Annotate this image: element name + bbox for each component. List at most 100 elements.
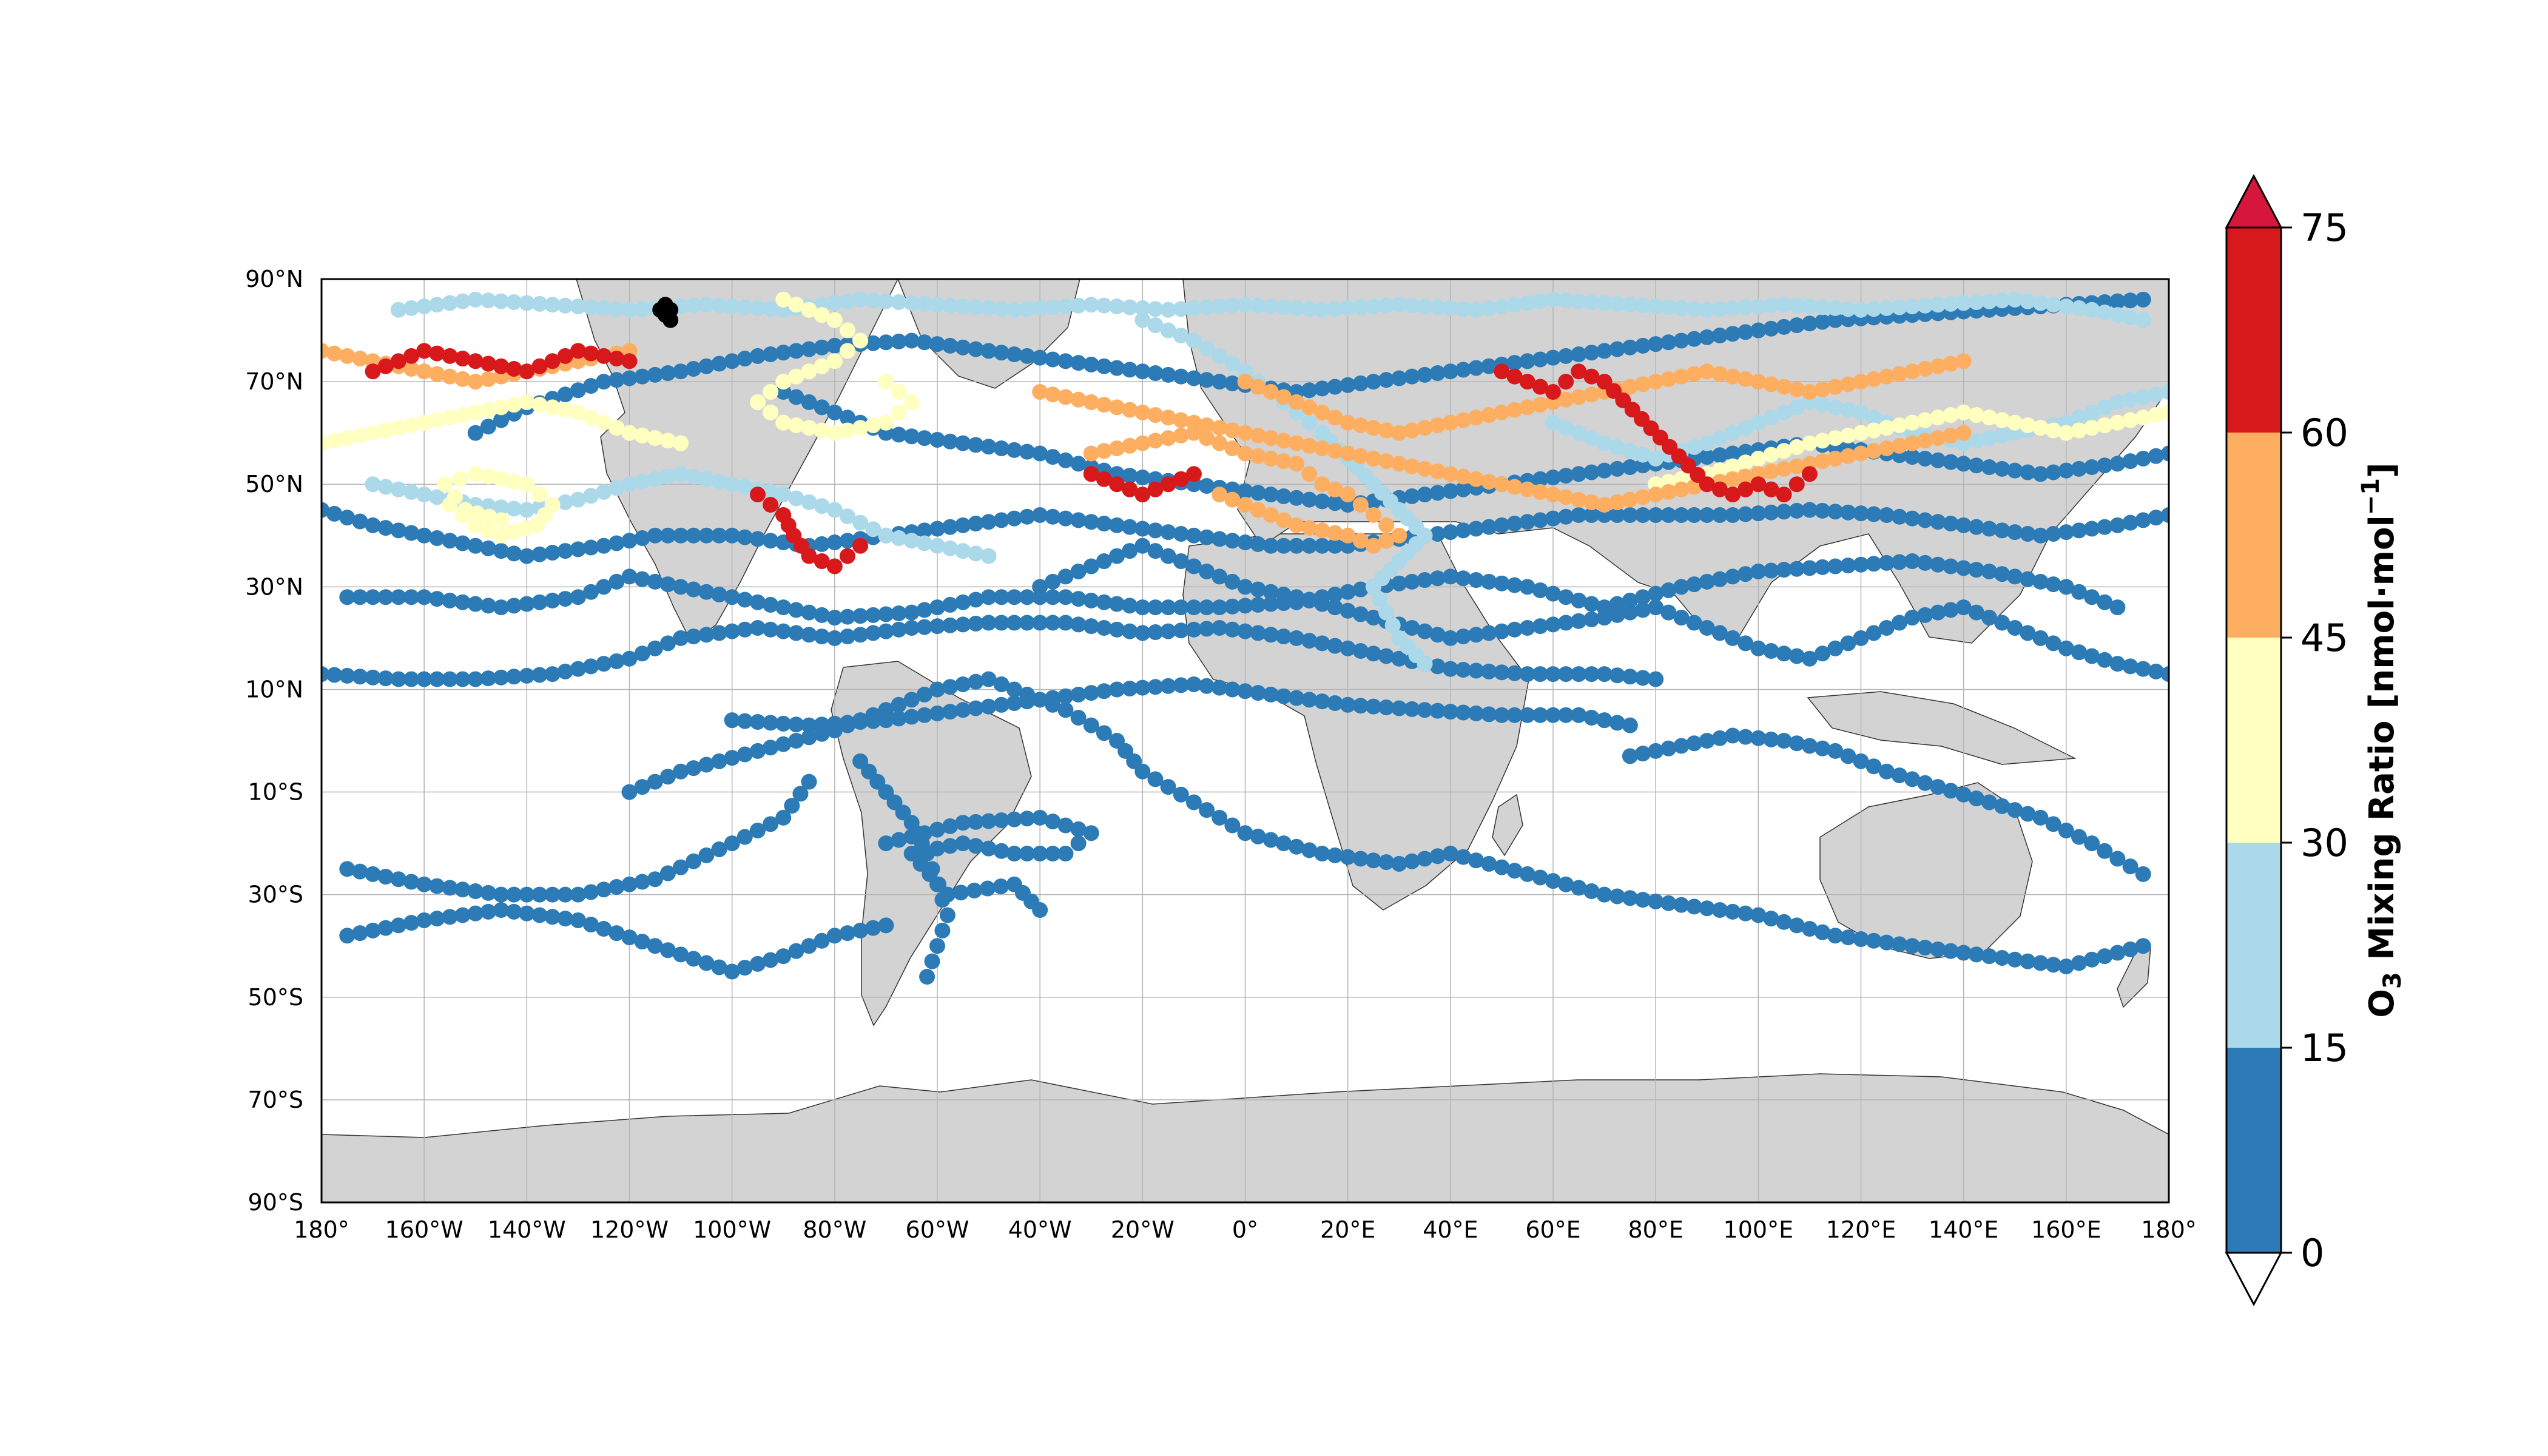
sample-point [724,750,740,766]
sample-point [570,912,586,928]
sample-point [467,596,484,612]
latitude-axis: 90°N70°N50°N30°N10°N10°S30°S50°S70°S90°S [245,266,303,1216]
sample-point [608,535,625,551]
sample-point [1340,584,1356,600]
sample-point [878,374,894,390]
sample-point [1853,302,1869,318]
sample-point [1019,686,1036,703]
sample-point [903,828,920,844]
sample-point [792,786,809,802]
sample-point [403,360,420,377]
sample-point [1506,368,1523,385]
sample-point [942,818,959,834]
sample-point [2109,414,2126,431]
sample-point [1455,570,1471,587]
sample-point [686,527,702,544]
sample-point [1930,779,1946,795]
sample-point [1725,487,1741,503]
sample-point [583,410,599,426]
sample-point [1057,568,1074,585]
sample-point [1160,366,1176,383]
sample-point [2071,584,2087,600]
sample-point [916,707,932,723]
sample-point [1173,328,1189,344]
sample-point [1994,292,2010,309]
sample-point [2058,425,2074,441]
sample-point [1262,538,1279,554]
sample-point [1378,372,1395,388]
x-tick-label: 60°W [906,1216,969,1243]
sample-point [583,299,599,315]
sample-point [1134,521,1151,537]
sample-point [2084,648,2100,664]
sample-point [1878,440,1895,457]
sample-point [454,407,471,423]
sample-point [1558,292,1574,309]
sample-point [326,433,343,449]
sample-point [1365,610,1381,626]
sample-point [2071,422,2087,439]
sample-point [749,487,766,503]
sample-point [1237,825,1253,841]
sample-point [447,489,463,505]
sample-point [788,490,804,507]
sample-point [480,598,496,614]
sample-point [1673,368,1690,385]
sample-point [467,466,484,482]
sample-point [1057,702,1074,718]
sample-point [634,571,650,587]
sample-point [1237,598,1253,614]
sample-point [1558,348,1574,364]
sample-point [2020,806,2036,822]
sample-point [1878,507,1895,523]
sample-point [1955,353,1972,369]
sample-point [1725,568,1741,585]
sample-point [942,704,959,720]
sample-point [1788,917,1805,934]
sample-point [1134,404,1151,420]
sample-point [1173,301,1189,317]
sample-point [1275,299,1292,315]
sample-point [1417,572,1433,588]
sample-point [788,368,804,385]
sample-point [1494,859,1510,875]
sample-point [1519,374,1535,390]
sample-point [1468,360,1485,376]
sample-point [2148,386,2164,403]
sample-point [968,700,984,716]
sample-point [467,425,484,441]
sample-point [467,353,484,369]
sample-point [1532,666,1548,682]
sample-point [1134,538,1151,554]
sample-point [1122,543,1138,559]
sample-point [1609,607,1625,623]
sample-point [2097,843,2113,859]
sample-point [365,517,381,533]
sample-point [1134,363,1151,380]
sample-point [814,536,830,552]
sample-point [788,417,804,433]
sample-point [763,484,779,500]
sample-point [1045,589,1061,605]
sample-point [1699,573,1715,590]
sample-point [1788,648,1805,664]
sample-point [1122,468,1138,484]
sample-point [1391,425,1407,441]
sample-point [557,911,573,927]
sample-point [1237,374,1253,390]
sample-point [1185,370,1202,386]
sample-point [1185,466,1202,482]
sample-point [634,934,650,950]
sample-point [621,650,638,667]
sample-point [1314,538,1330,554]
sample-point [1057,298,1074,315]
sample-point [1314,693,1330,710]
sample-point [1404,458,1420,474]
sample-point [1199,563,1215,579]
sample-point [1622,339,1638,356]
sample-point [352,863,368,880]
sample-point [1519,295,1535,311]
sample-point [1558,666,1574,682]
sample-point [1609,494,1625,510]
sample-point [2020,293,2036,309]
